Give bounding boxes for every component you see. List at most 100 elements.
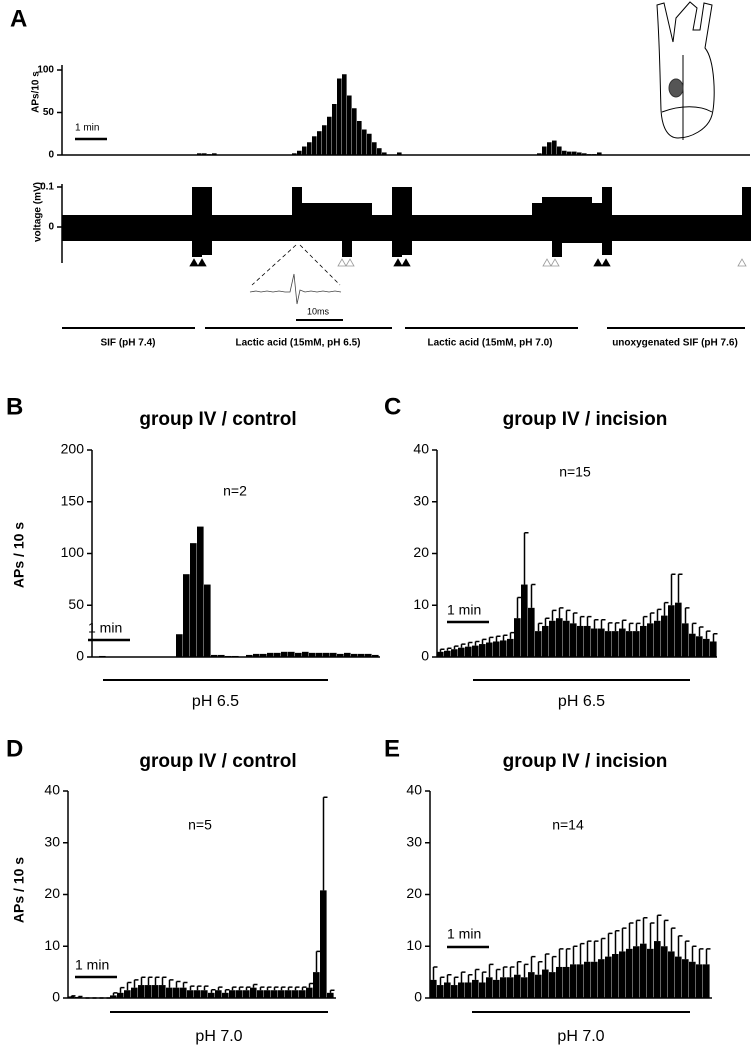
error-bar bbox=[467, 641, 473, 647]
bar bbox=[514, 974, 521, 998]
error-bar bbox=[474, 640, 480, 646]
bar bbox=[584, 961, 591, 998]
error-bar bbox=[600, 618, 606, 629]
error-bar bbox=[600, 937, 606, 960]
trace-segment bbox=[512, 215, 522, 241]
bar bbox=[598, 959, 605, 998]
n-label: n=2 bbox=[223, 483, 247, 499]
error-bar bbox=[509, 631, 515, 639]
bar bbox=[465, 646, 472, 657]
trace-segment bbox=[722, 215, 732, 241]
condition-label: Lactic acid (15mM, pH 6.5) bbox=[235, 338, 360, 349]
trace-segment bbox=[522, 215, 532, 241]
bar bbox=[598, 628, 605, 657]
error-bar bbox=[133, 979, 139, 988]
trace-segment bbox=[682, 215, 692, 241]
bar bbox=[689, 633, 696, 657]
error-bar bbox=[614, 929, 620, 955]
condition-label: pH 7.0 bbox=[557, 1028, 604, 1045]
error-bar bbox=[670, 927, 676, 952]
trace-segment bbox=[612, 215, 622, 241]
trace-segment bbox=[362, 203, 372, 241]
trace-segment bbox=[112, 215, 122, 241]
bar bbox=[176, 634, 183, 657]
y-tick-label: 20 bbox=[413, 544, 429, 560]
bar bbox=[703, 964, 710, 998]
scale-bar-label: 1 min bbox=[447, 602, 481, 618]
bar bbox=[307, 142, 312, 155]
bar bbox=[582, 153, 587, 155]
trace-segment bbox=[502, 215, 512, 241]
trace-segment bbox=[382, 215, 392, 241]
bar bbox=[316, 652, 323, 657]
bar bbox=[584, 625, 591, 657]
bar bbox=[521, 584, 528, 657]
error-bar bbox=[537, 622, 543, 632]
error-bar bbox=[670, 573, 676, 606]
error-bar bbox=[544, 953, 550, 970]
bar bbox=[322, 125, 327, 155]
error-bar bbox=[210, 988, 216, 993]
error-bar bbox=[523, 963, 529, 978]
bar bbox=[626, 948, 633, 998]
trace-segment bbox=[732, 215, 742, 241]
bar bbox=[218, 654, 225, 657]
n-label: n=15 bbox=[559, 464, 591, 480]
error-bar bbox=[586, 615, 592, 626]
trace-segment bbox=[192, 187, 202, 257]
bar bbox=[207, 154, 212, 155]
bar bbox=[472, 645, 479, 657]
scale-bar-label: 1 min bbox=[88, 620, 122, 636]
error-bar bbox=[446, 973, 452, 983]
bar bbox=[117, 992, 124, 998]
trace-segment bbox=[462, 215, 472, 241]
inset-spike bbox=[249, 244, 343, 321]
error-bar bbox=[481, 638, 487, 645]
bar bbox=[145, 985, 152, 998]
error-bar bbox=[329, 989, 335, 993]
error-bar bbox=[516, 961, 522, 975]
bar bbox=[327, 116, 332, 155]
bar bbox=[500, 977, 507, 998]
error-bar bbox=[530, 955, 536, 973]
y-tick-label: 30 bbox=[44, 833, 60, 849]
y-tick-label: 0 bbox=[52, 989, 60, 1005]
error-bar bbox=[607, 932, 613, 957]
bar bbox=[208, 992, 215, 998]
bar bbox=[197, 153, 202, 155]
error-bar bbox=[628, 622, 634, 632]
bar bbox=[297, 150, 302, 155]
error-bar bbox=[530, 583, 536, 608]
bar bbox=[437, 985, 444, 998]
inset-scale-label: 10ms bbox=[307, 306, 330, 316]
bar bbox=[180, 987, 187, 998]
bar bbox=[201, 990, 208, 998]
trace-segment bbox=[622, 215, 632, 241]
bar bbox=[542, 969, 549, 998]
bar bbox=[288, 651, 295, 657]
bar bbox=[605, 631, 612, 657]
bar bbox=[299, 990, 306, 998]
trace-segment bbox=[172, 215, 182, 241]
bar bbox=[572, 151, 577, 155]
trace-segment bbox=[602, 187, 612, 255]
trace-segment bbox=[202, 187, 212, 255]
bar bbox=[202, 153, 207, 155]
bar bbox=[397, 152, 402, 155]
error-bar bbox=[322, 796, 328, 891]
bar bbox=[592, 154, 597, 155]
panel-letter: B bbox=[6, 393, 23, 420]
condition-label: unoxygenated SIF (pH 7.6) bbox=[612, 338, 738, 349]
trace-segment bbox=[232, 215, 242, 241]
y-tick-label: 10 bbox=[413, 596, 429, 612]
trace-segment bbox=[342, 203, 352, 257]
error-bar bbox=[656, 914, 662, 942]
y-tick-label: 40 bbox=[44, 782, 60, 798]
bar bbox=[570, 964, 577, 998]
trace-segment bbox=[152, 215, 162, 241]
bar bbox=[535, 974, 542, 998]
error-bar bbox=[565, 609, 571, 621]
error-bar bbox=[523, 532, 529, 585]
bar bbox=[75, 996, 82, 998]
bar bbox=[232, 655, 239, 657]
